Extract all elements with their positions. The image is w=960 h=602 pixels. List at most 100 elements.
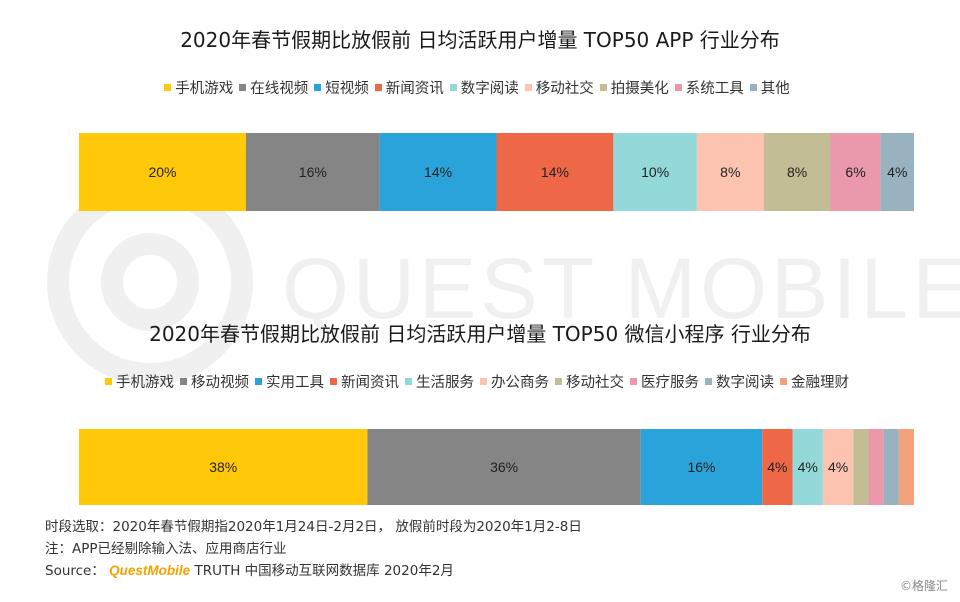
legend-label: 医疗服务 — [641, 375, 699, 391]
bar-segment — [830, 133, 881, 211]
bar-segment — [640, 429, 763, 505]
legend-item: 新闻资讯 — [330, 371, 399, 392]
legend-swatch — [780, 378, 787, 385]
legend-item: 移动社交 — [555, 371, 624, 392]
period-note: 时段选取：2020年春节假期指2020年1月24日-2月2日， 放假前时段为20… — [45, 519, 582, 535]
legend-label: 移动社交 — [535, 81, 594, 97]
source-note: Source： QuestMobile TRUTH 中国移动互联网数据库 202… — [45, 560, 582, 582]
bar-segment — [762, 429, 793, 505]
legend-swatch — [449, 84, 457, 91]
legend-swatch — [405, 378, 412, 385]
bar-segment — [763, 133, 831, 211]
legend-swatch — [480, 378, 487, 385]
legend-label: 新闻资讯 — [341, 375, 399, 391]
bar-segment — [853, 429, 869, 505]
bar-segment — [496, 133, 614, 211]
legend-label: 数字阅读 — [716, 375, 774, 391]
legend-label: 办公商务 — [491, 375, 549, 391]
source-prefix: Source： — [45, 563, 105, 579]
credit-text: ©格隆汇 — [899, 579, 948, 593]
data-label: 16% — [687, 459, 715, 475]
legend-swatch — [749, 84, 757, 91]
chart-title: 2020年春节假期比放假前 日均活跃用户增量 TOP50 APP 行业分布 — [180, 28, 780, 52]
bar-segment — [367, 429, 641, 505]
legend-swatch — [555, 378, 562, 385]
data-label: 4% — [798, 459, 818, 475]
bar-segment — [379, 133, 497, 211]
stacked-bar: 38% 36% 16% 4% 4% 4% — [79, 429, 914, 505]
source-brand: QuestMobile — [109, 563, 191, 578]
legend-item: 在线视频 — [239, 77, 308, 98]
legend-label: 其他 — [760, 81, 790, 97]
legend-label: 手机游戏 — [116, 375, 174, 391]
data-label: 8% — [787, 164, 807, 180]
legend-item: 拍摄美化 — [599, 77, 669, 98]
legend-label: 新闻资讯 — [385, 81, 444, 97]
footnotes: 时段选取：2020年春节假期指2020年1月24日-2月2日， 放假前时段为20… — [45, 516, 582, 582]
bar-segment — [79, 133, 246, 211]
legend-label: 实用工具 — [266, 375, 324, 391]
data-label: 10% — [641, 164, 669, 180]
legend-label: 移动社交 — [566, 375, 624, 391]
legend-item: 数字阅读 — [449, 77, 519, 98]
legend-item: 金融理财 — [780, 371, 849, 392]
legend-label: 移动视频 — [191, 375, 249, 391]
bar-segment — [79, 429, 368, 505]
remark-note: 注：APP已经剔除输入法、应用商店行业 — [45, 541, 287, 557]
legend-swatch — [674, 84, 682, 91]
data-label: 6% — [845, 164, 865, 180]
legend-swatch — [255, 378, 262, 385]
legend-item: 手机游戏 — [105, 371, 174, 392]
bar-segment — [613, 133, 697, 211]
bar-segment — [792, 429, 823, 505]
data-label: 4% — [828, 459, 848, 475]
bar-segment — [883, 429, 899, 505]
legend-label: 系统工具 — [685, 81, 744, 97]
legend-item: 系统工具 — [674, 77, 744, 98]
legend-swatch — [239, 84, 247, 91]
legend-label: 生活服务 — [416, 375, 474, 391]
legend-swatch — [524, 84, 532, 91]
bar-segment — [822, 429, 854, 505]
legend-swatch — [105, 378, 112, 385]
legend-item: 办公商务 — [480, 371, 549, 392]
bar-segment — [868, 429, 884, 505]
legend-swatch — [599, 84, 607, 91]
data-label: 38% — [209, 459, 237, 475]
data-label: 8% — [720, 164, 740, 180]
legend-item: 移动社交 — [524, 77, 594, 98]
bar-segment — [246, 133, 380, 211]
legend-label: 短视频 — [325, 81, 369, 97]
legend-swatch — [630, 378, 637, 385]
data-label: 14% — [424, 164, 452, 180]
legend-item: 新闻资讯 — [374, 77, 444, 98]
legend-swatch — [705, 378, 712, 385]
legend-item: 移动视频 — [180, 371, 249, 392]
legend-swatch — [314, 84, 322, 91]
legend-label: 数字阅读 — [460, 81, 519, 97]
legend-item: 其他 — [749, 77, 790, 98]
data-label: 14% — [541, 164, 569, 180]
bar-segment — [880, 133, 914, 211]
source-text: TRUTH 中国移动互联网数据库 2020年2月 — [190, 563, 454, 579]
stacked-bar: 20% 16% 14% 14% 10% 8% 8% 6% 4% — [79, 133, 914, 211]
bar-segment — [898, 429, 914, 505]
chart-title: 2020年春节假期比放假前 日均活跃用户增量 TOP50 微信小程序 行业分布 — [149, 322, 811, 346]
data-label: 16% — [299, 164, 327, 180]
data-label: 4% — [887, 164, 907, 180]
legend-item: 数字阅读 — [705, 371, 774, 392]
data-label: 4% — [767, 459, 787, 475]
data-label: 36% — [490, 459, 518, 475]
legend-label: 在线视频 — [250, 81, 309, 97]
legend-label: 拍摄美化 — [610, 81, 669, 97]
legend-swatch — [180, 378, 187, 385]
chart-legend: 手机游戏 移动视频 实用工具 新闻资讯 生活服务 办公商务 移动社交 医疗服务 数字阅读 金融理财 — [0, 371, 960, 392]
data-label: 20% — [148, 164, 176, 180]
legend-swatch — [164, 84, 172, 91]
legend-swatch — [330, 378, 337, 385]
legend-item: 实用工具 — [255, 371, 324, 392]
legend-item: 手机游戏 — [164, 77, 233, 98]
legend-item: 生活服务 — [405, 371, 474, 392]
legend-item: 医疗服务 — [630, 371, 699, 392]
legend-label: 金融理财 — [791, 375, 849, 391]
